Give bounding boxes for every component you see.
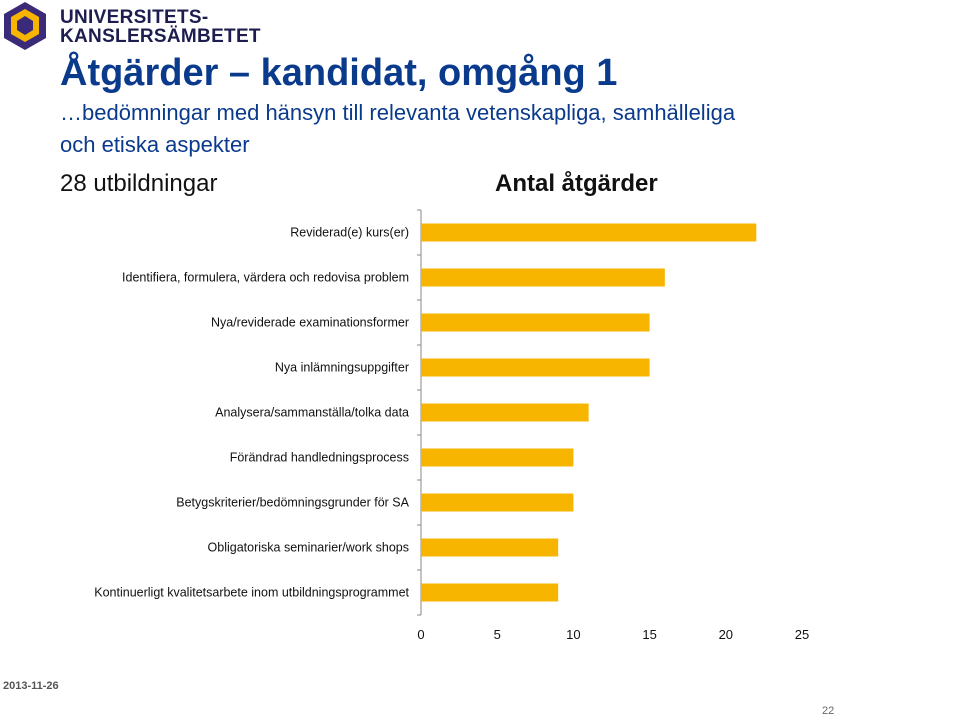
university-chancellor-logo-icon — [4, 2, 46, 50]
bar-chart: Reviderad(e) kurs(er) Identifiera, formul… — [94, 209, 809, 642]
category-label: Obligatoriska seminarier/work shops — [208, 541, 409, 555]
category-label: Reviderad(e) kurs(er) — [290, 226, 409, 240]
x-tick-label: 10 — [566, 627, 580, 642]
org-name-line2: KANSLERSÄMBETET — [60, 26, 261, 47]
slide-subtitle-line2: och etiska aspekter — [60, 132, 250, 157]
bar — [421, 493, 574, 512]
chart-title: Antal åtgärder — [495, 170, 658, 197]
category-label: Nya/reviderade examinationsformer — [211, 316, 409, 330]
footer-date: 2013-11-26 — [3, 680, 59, 692]
x-tick-label: 0 — [417, 627, 424, 642]
bar — [421, 448, 574, 467]
x-tick-label: 25 — [795, 627, 809, 642]
category-label: Identifiera, formulera, värdera och redo… — [122, 271, 409, 285]
category-label: Betygskriterier/bedömningsgrunder för SA — [176, 496, 409, 510]
x-tick-label: 5 — [494, 627, 501, 642]
slide-subtitle-line1: …bedömningar med hänsyn till relevanta v… — [60, 100, 736, 125]
org-name-line1: UNIVERSITETS- — [60, 7, 209, 28]
x-tick-label: 20 — [719, 627, 733, 642]
page-number: 22 — [822, 705, 835, 717]
category-label: Förändrad handledningsprocess — [230, 451, 409, 465]
bar — [421, 313, 650, 332]
category-label: Kontinuerligt kvalitetsarbete inom utbil… — [94, 586, 409, 600]
bar — [421, 583, 559, 602]
category-label: Analysera/sammanställa/tolka data — [215, 406, 409, 420]
category-label: Nya inlämningsuppgifter — [275, 361, 409, 375]
program-count-label: 28 utbildningar — [60, 170, 218, 197]
bar — [421, 403, 589, 422]
slide-title: Åtgärder – kandidat, omgång 1 — [60, 52, 618, 94]
bar — [421, 538, 559, 557]
x-tick-label: 15 — [642, 627, 656, 642]
bar — [421, 223, 757, 242]
bar — [421, 268, 665, 287]
bar — [421, 358, 650, 377]
